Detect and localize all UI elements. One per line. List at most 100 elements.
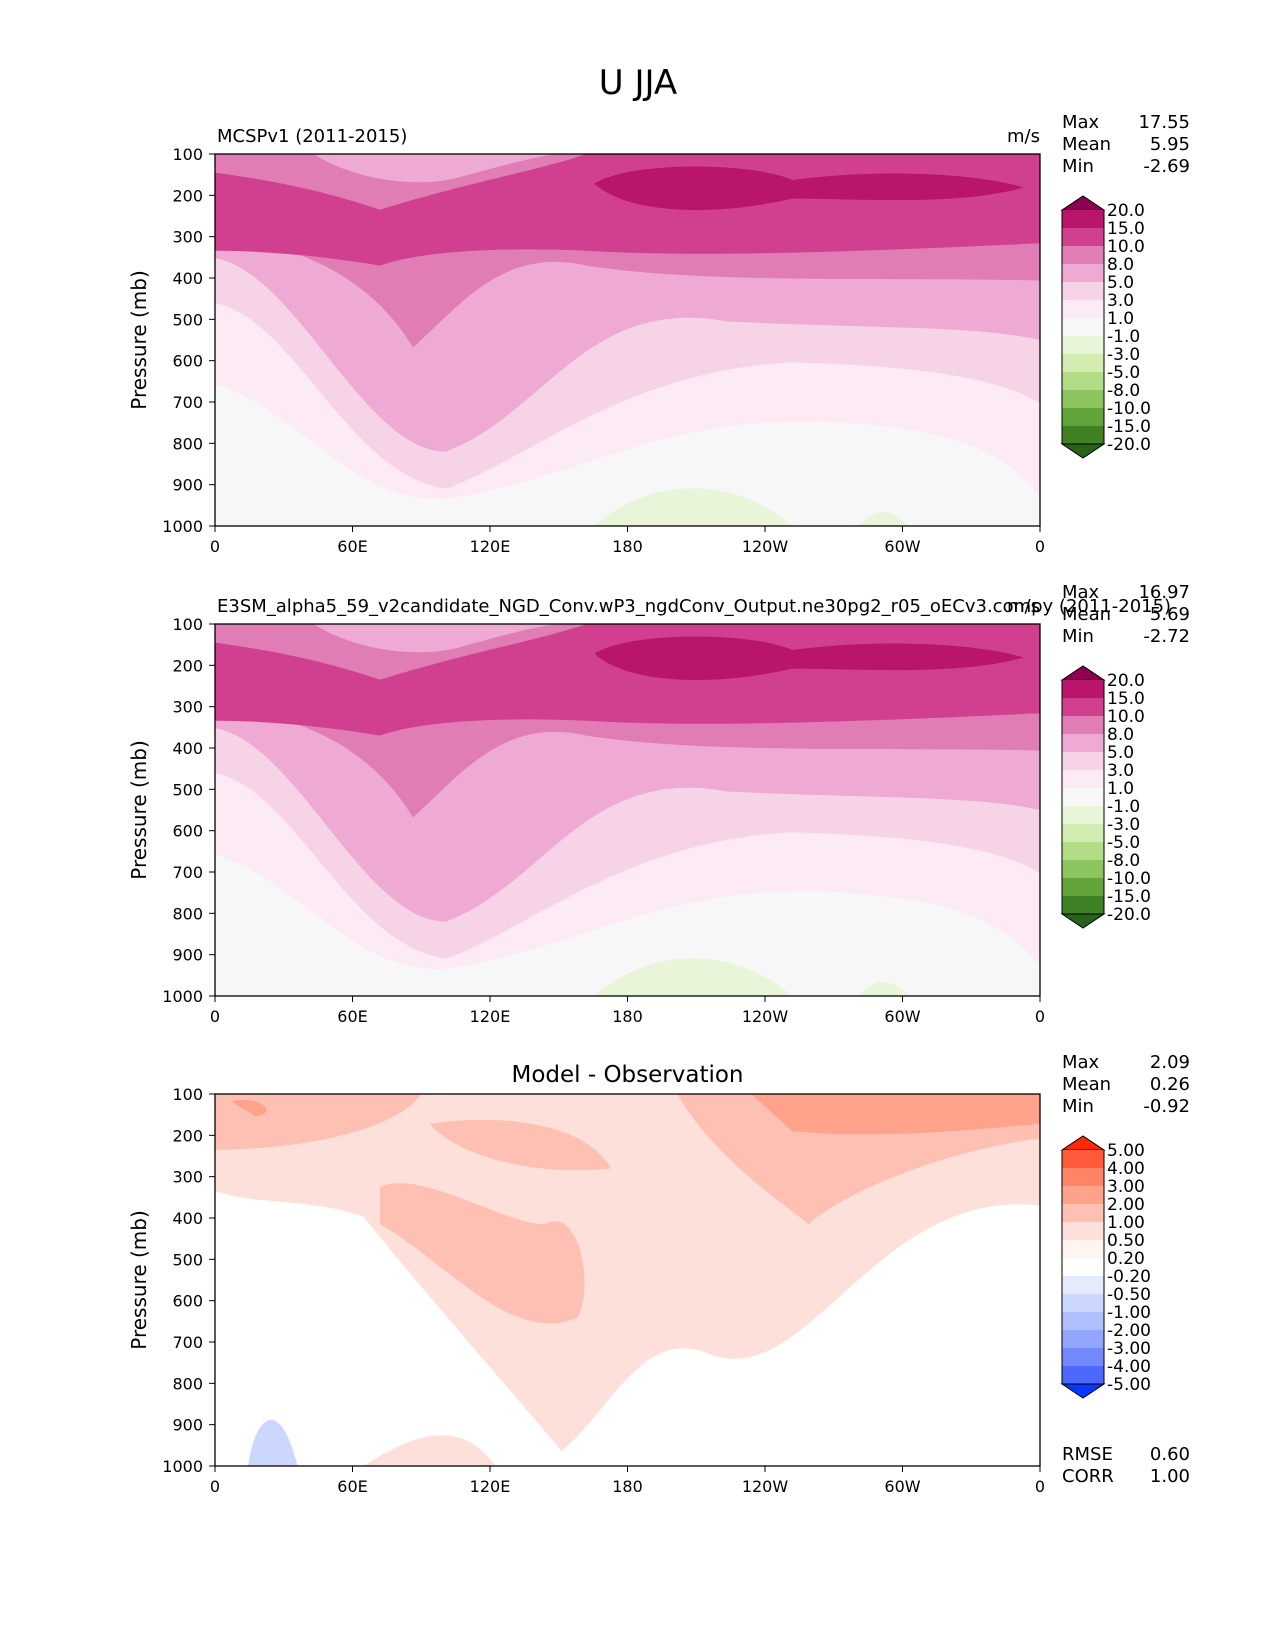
panel-1-title: MCSPv1 (2011-2015) <box>217 126 407 147</box>
panel-3-colorbar-swatch <box>1062 1222 1104 1241</box>
panel-2-colorbar-outline <box>1061 680 1105 914</box>
panel-1-colorbar-level: -15.0 <box>1107 417 1151 437</box>
panel-2-title: E3SM_alpha5_59_v2candidate_NGD_Conv.wP3_… <box>217 596 1171 617</box>
panel-2-colorbar-swatch <box>1062 878 1104 897</box>
panel-3-colorbar-level: -0.50 <box>1107 1285 1151 1305</box>
panel-3-y-tick-label: 600 <box>172 1292 203 1311</box>
panel-1-colorbar-swatch <box>1062 336 1104 355</box>
panel-2-colorbar-level: 15.0 <box>1107 689 1145 709</box>
panel-1-y-tick-label: 1000 <box>162 517 203 536</box>
panel-3-contour-band-4 <box>429 1119 611 1171</box>
panel-1-colorbar-level: 3.0 <box>1107 291 1134 311</box>
panel-2-x-tick-label: 120W <box>742 1007 789 1026</box>
panel-1-colorbar-swatch <box>1062 282 1104 301</box>
panel-2-colorbar-extend-min <box>1060 913 1106 929</box>
panel-1-stat-label: Max <box>1062 112 1100 133</box>
panel-1-x-tick-label: 120W <box>742 537 789 556</box>
panel-3-colorbar-level: 5.00 <box>1107 1141 1145 1161</box>
panel-3-stat-value: 2.09 <box>1150 1052 1190 1073</box>
panel-3-extra-stat-label: RMSE <box>1062 1444 1113 1465</box>
panel-2-colorbar-swatch <box>1062 824 1104 843</box>
panel-3-y-tick-label: 500 <box>172 1250 203 1269</box>
panel-1-colorbar-level: -5.0 <box>1107 363 1140 383</box>
panel-1-colorbar-level: 10.0 <box>1107 237 1145 257</box>
panel-2-contour-band-8 <box>594 958 793 996</box>
panel-3-colorbar-swatch <box>1062 1276 1104 1295</box>
panel-1-x-tick-label: 120E <box>470 537 511 556</box>
panel-2-x-tick-label: 60E <box>337 1007 367 1026</box>
panel-3-colorbar-level: -2.00 <box>1107 1321 1151 1341</box>
panel-2-contour-band-9 <box>858 982 908 996</box>
panel-2-stat-value: -2.72 <box>1143 626 1190 647</box>
panel-3-y-tick-label: 700 <box>172 1333 203 1352</box>
panel-2-y-axis-label: Pressure (mb) <box>127 740 151 880</box>
panel-1-colorbar-level: 1.0 <box>1107 309 1134 329</box>
panel-2-colorbar-swatch <box>1062 842 1104 861</box>
panel-2-x-tick-label: 120E <box>470 1007 511 1026</box>
panel-2-stat-label: Max <box>1062 582 1100 603</box>
panel-1-colorbar-swatch <box>1062 264 1104 283</box>
panel-2-y-tick-label: 200 <box>172 656 203 675</box>
panel-2-y-tick-label: 900 <box>172 946 203 965</box>
panel-1-y-tick-label: 800 <box>172 434 203 453</box>
panel-3-colorbar-level: 4.00 <box>1107 1159 1145 1179</box>
panel-2-colorbar-swatch <box>1062 734 1104 753</box>
panel-3-colorbar-swatch <box>1062 1168 1104 1187</box>
panel-1-colorbar-swatch <box>1062 318 1104 337</box>
panel-2-colorbar-swatch <box>1062 770 1104 789</box>
panel-1-y-axis-label: Pressure (mb) <box>127 270 151 410</box>
panel-2-colorbar-level: 3.0 <box>1107 761 1134 781</box>
panel-3-extra-stat-label: CORR <box>1062 1466 1114 1487</box>
panel-1-x-tick-label: 0 <box>210 537 220 556</box>
panel-3-contour-band-9 <box>363 1435 496 1466</box>
panel-1-contour-band-7 <box>594 166 1024 211</box>
panel-3-stat-label: Max <box>1062 1052 1100 1073</box>
panel-1-colorbar-level: 8.0 <box>1107 255 1134 275</box>
panel-2: 100 200 300 400 500 600 700 800 900 1000 0 60E 120E 1… <box>127 582 1190 1026</box>
panel-2-stat-label: Min <box>1062 626 1094 647</box>
panel-1-colorbar-swatch <box>1062 426 1104 445</box>
panel-3-colorbar-swatch <box>1062 1348 1104 1367</box>
panel-2-y-tick-label: 800 <box>172 904 203 923</box>
panel-1-colorbar-level: 15.0 <box>1107 219 1145 239</box>
panel-1-colorbar-swatch <box>1062 354 1104 373</box>
panel-1-stat-label: Min <box>1062 156 1094 177</box>
panel-1-y-tick-label: 900 <box>172 476 203 495</box>
panel-3-colorbar-level: 0.50 <box>1107 1231 1145 1251</box>
panel-3-colorbar-level: 2.00 <box>1107 1195 1145 1215</box>
panel-3-contour-field <box>215 1094 1040 1466</box>
panel-3-contour-band-6 <box>751 1094 1040 1135</box>
panel-1-y-tick-label: 600 <box>172 352 203 371</box>
panel-2-y-tick-label: 300 <box>172 698 203 717</box>
panel-2-stat-label: Mean <box>1062 604 1111 625</box>
panel-3-colorbar-level: 3.00 <box>1107 1177 1145 1197</box>
panel-2-colorbar: 20.015.010.08.05.03.01.0-1.0-3.0-5.0-8.0… <box>1060 665 1151 929</box>
panel-2-x-tick-label: 180 <box>612 1007 643 1026</box>
panel-1-y-tick-label: 700 <box>172 393 203 412</box>
panel-1-stat-value: 5.95 <box>1150 134 1190 155</box>
panel-1-colorbar-swatch <box>1062 246 1104 265</box>
panel-3-contour-band-7 <box>231 1099 267 1117</box>
panel-3-x-tick-label: 0 <box>1035 1477 1045 1496</box>
panel-2-colorbar-level: -20.0 <box>1107 905 1151 925</box>
panel-1-stat-value: 17.55 <box>1138 112 1190 133</box>
panel-2-colorbar-level: -15.0 <box>1107 887 1151 907</box>
panel-2-colorbar-level: 20.0 <box>1107 671 1145 691</box>
panel-1-y-tick-label: 400 <box>172 269 203 288</box>
panel-3-colorbar-level: -0.20 <box>1107 1267 1151 1287</box>
panel-3-colorbar-level: -4.00 <box>1107 1357 1151 1377</box>
panel-1-y-tick-label: 200 <box>172 186 203 205</box>
panel-2-colorbar-swatch <box>1062 680 1104 699</box>
panel-3-colorbar-swatch <box>1062 1150 1104 1169</box>
panel-2-y-tick-label: 100 <box>172 615 203 634</box>
panel-1-colorbar-outline <box>1061 210 1105 444</box>
panel-1-x-tick-label: 180 <box>612 537 643 556</box>
panel-1-y-tick-label: 300 <box>172 228 203 247</box>
panel-2-colorbar-swatch <box>1062 716 1104 735</box>
panel-1-units: m/s <box>1007 126 1040 147</box>
panel-1-colorbar-level: -3.0 <box>1107 345 1140 365</box>
panel-2-stat-value: 5.69 <box>1150 604 1190 625</box>
panel-3-colorbar-swatch <box>1062 1186 1104 1205</box>
panel-1-contour-band-6 <box>314 154 562 183</box>
panel-1-x-tick-label: 60W <box>884 537 920 556</box>
